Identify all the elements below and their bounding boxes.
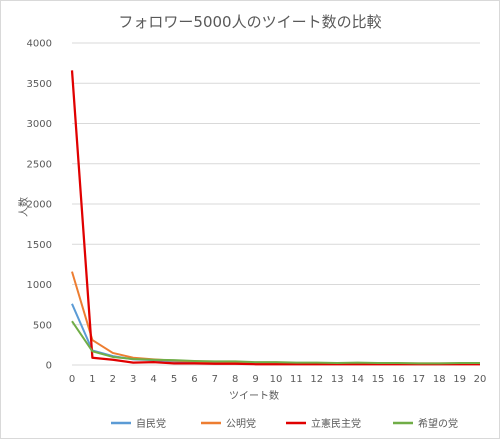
legend-label: 立憲民主党 [311,417,361,430]
x-tick-label: 16 [392,374,405,385]
series-line [71,303,480,365]
series-line [71,271,480,365]
x-axis-ticks: 0 1 2 3 4 5 6 7 8 9 10 11 12 13 14 15 16 17 18 19 20 [69,374,487,385]
y-tick-label: 1000 [27,280,52,291]
y-tick-label: 3500 [27,79,52,90]
x-tick-label: 3 [130,374,136,385]
x-tick-label: 17 [412,374,425,385]
gridlines [72,42,480,366]
series-lines [70,70,480,366]
y-tick-label: 2500 [27,159,52,170]
y-tick-label: 1500 [27,240,52,251]
y-axis-ticks: 0 500 1000 1500 2000 2500 3000 3500 4000 [27,39,52,372]
series-line [70,70,480,366]
legend-label: 自民党 [136,417,166,430]
y-tick-label: 3000 [27,119,52,130]
y-axis-label: 人数 [17,197,30,217]
x-tick-label: 12 [310,374,323,385]
x-tick-label: 6 [191,374,197,385]
x-axis-label: ツイート数 [229,389,279,402]
x-tick-label: 4 [150,374,156,385]
x-tick-label: 0 [69,374,75,385]
y-tick-label: 2000 [27,200,52,211]
x-tick-label: 5 [171,374,177,385]
y-tick-label: 0 [46,361,52,372]
x-tick-label: 1 [89,374,95,385]
chart-title: フォロワー5000人のツイート数の比較 [118,13,381,31]
x-tick-label: 19 [453,374,466,385]
x-tick-label: 9 [252,374,258,385]
x-tick-label: 15 [372,374,385,385]
x-tick-label: 18 [433,374,446,385]
x-tick-label: 20 [474,374,487,385]
x-tick-label: 13 [331,374,344,385]
y-tick-label: 500 [33,320,52,331]
x-tick-label: 14 [351,374,364,385]
legend: 自民党 公明党 立憲民主党 希望の党 [111,417,458,430]
x-tick-label: 8 [232,374,238,385]
x-tick-label: 7 [212,374,218,385]
y-tick-label: 4000 [27,39,52,50]
legend-label: 公明党 [226,417,256,430]
series-line [71,320,480,365]
x-tick-label: 2 [110,374,116,385]
legend-label: 希望の党 [418,417,458,430]
x-tick-label: 11 [290,374,303,385]
x-tick-label: 10 [270,374,283,385]
